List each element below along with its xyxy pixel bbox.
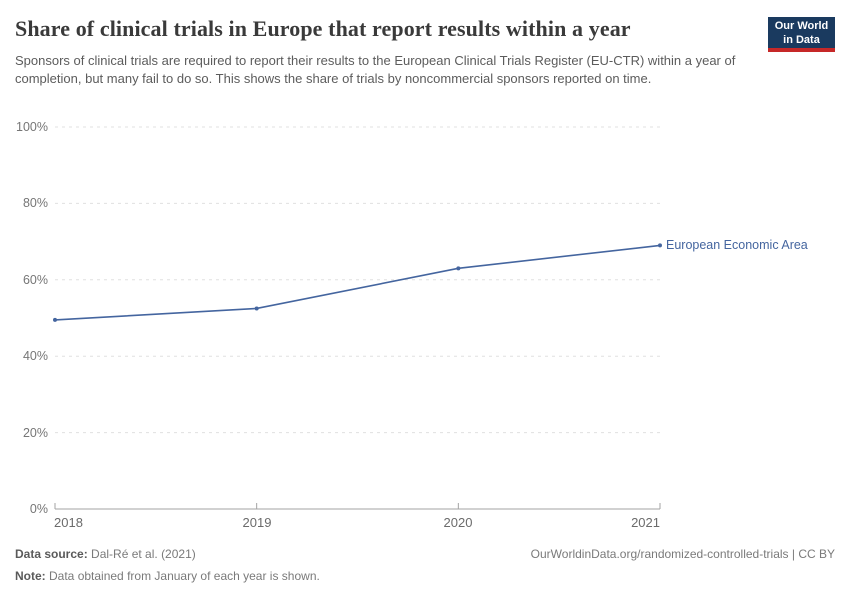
data-point-2018 [53,317,57,322]
data-point-2020 [456,266,461,271]
x-tick-label-2020: 2020 [443,515,473,530]
owid-logo: Our World in Data [768,17,835,52]
series-points [53,243,662,322]
y-tick-label-0: 0% [29,502,48,516]
note-value: Data obtained from January of each year … [45,569,320,583]
data-point-2019 [254,306,259,311]
y-tick-label-40: 40% [22,349,48,363]
page-title: Share of clinical trials in Europe that … [15,16,631,41]
logo-line1: Our World [774,20,829,32]
data-source-note: Data source: Dal-Ré et al. (2021) [15,547,196,561]
series-line [54,244,661,321]
footnote: Note: Data obtained from January of each… [15,569,320,583]
x-tick-label-2019: 2019 [242,515,272,530]
chart-subtitle: Sponsors of clinical trials are required… [15,53,736,86]
data-point-2021 [658,243,662,248]
y-tick-label-60: 60% [22,273,48,287]
x-tick-label-2021: 2021 [631,515,660,530]
logo-line2: in Data [783,33,820,46]
note-label: Note: [15,569,46,583]
y-tick-label-20: 20% [22,426,48,440]
line-chart-svg [53,126,662,510]
owid-url-license: OurWorldinData.org/randomized-controlled… [530,547,835,561]
legend-label: European Economic Area [666,238,808,252]
x-tick-label-2018: 2018 [54,515,83,530]
data-source-label: Data source: [15,547,88,561]
y-tick-label-80: 80% [22,196,48,210]
data-source-value: Dal-Ré et al. (2021) [87,547,196,561]
y-tick-label-100: 100% [16,120,48,134]
